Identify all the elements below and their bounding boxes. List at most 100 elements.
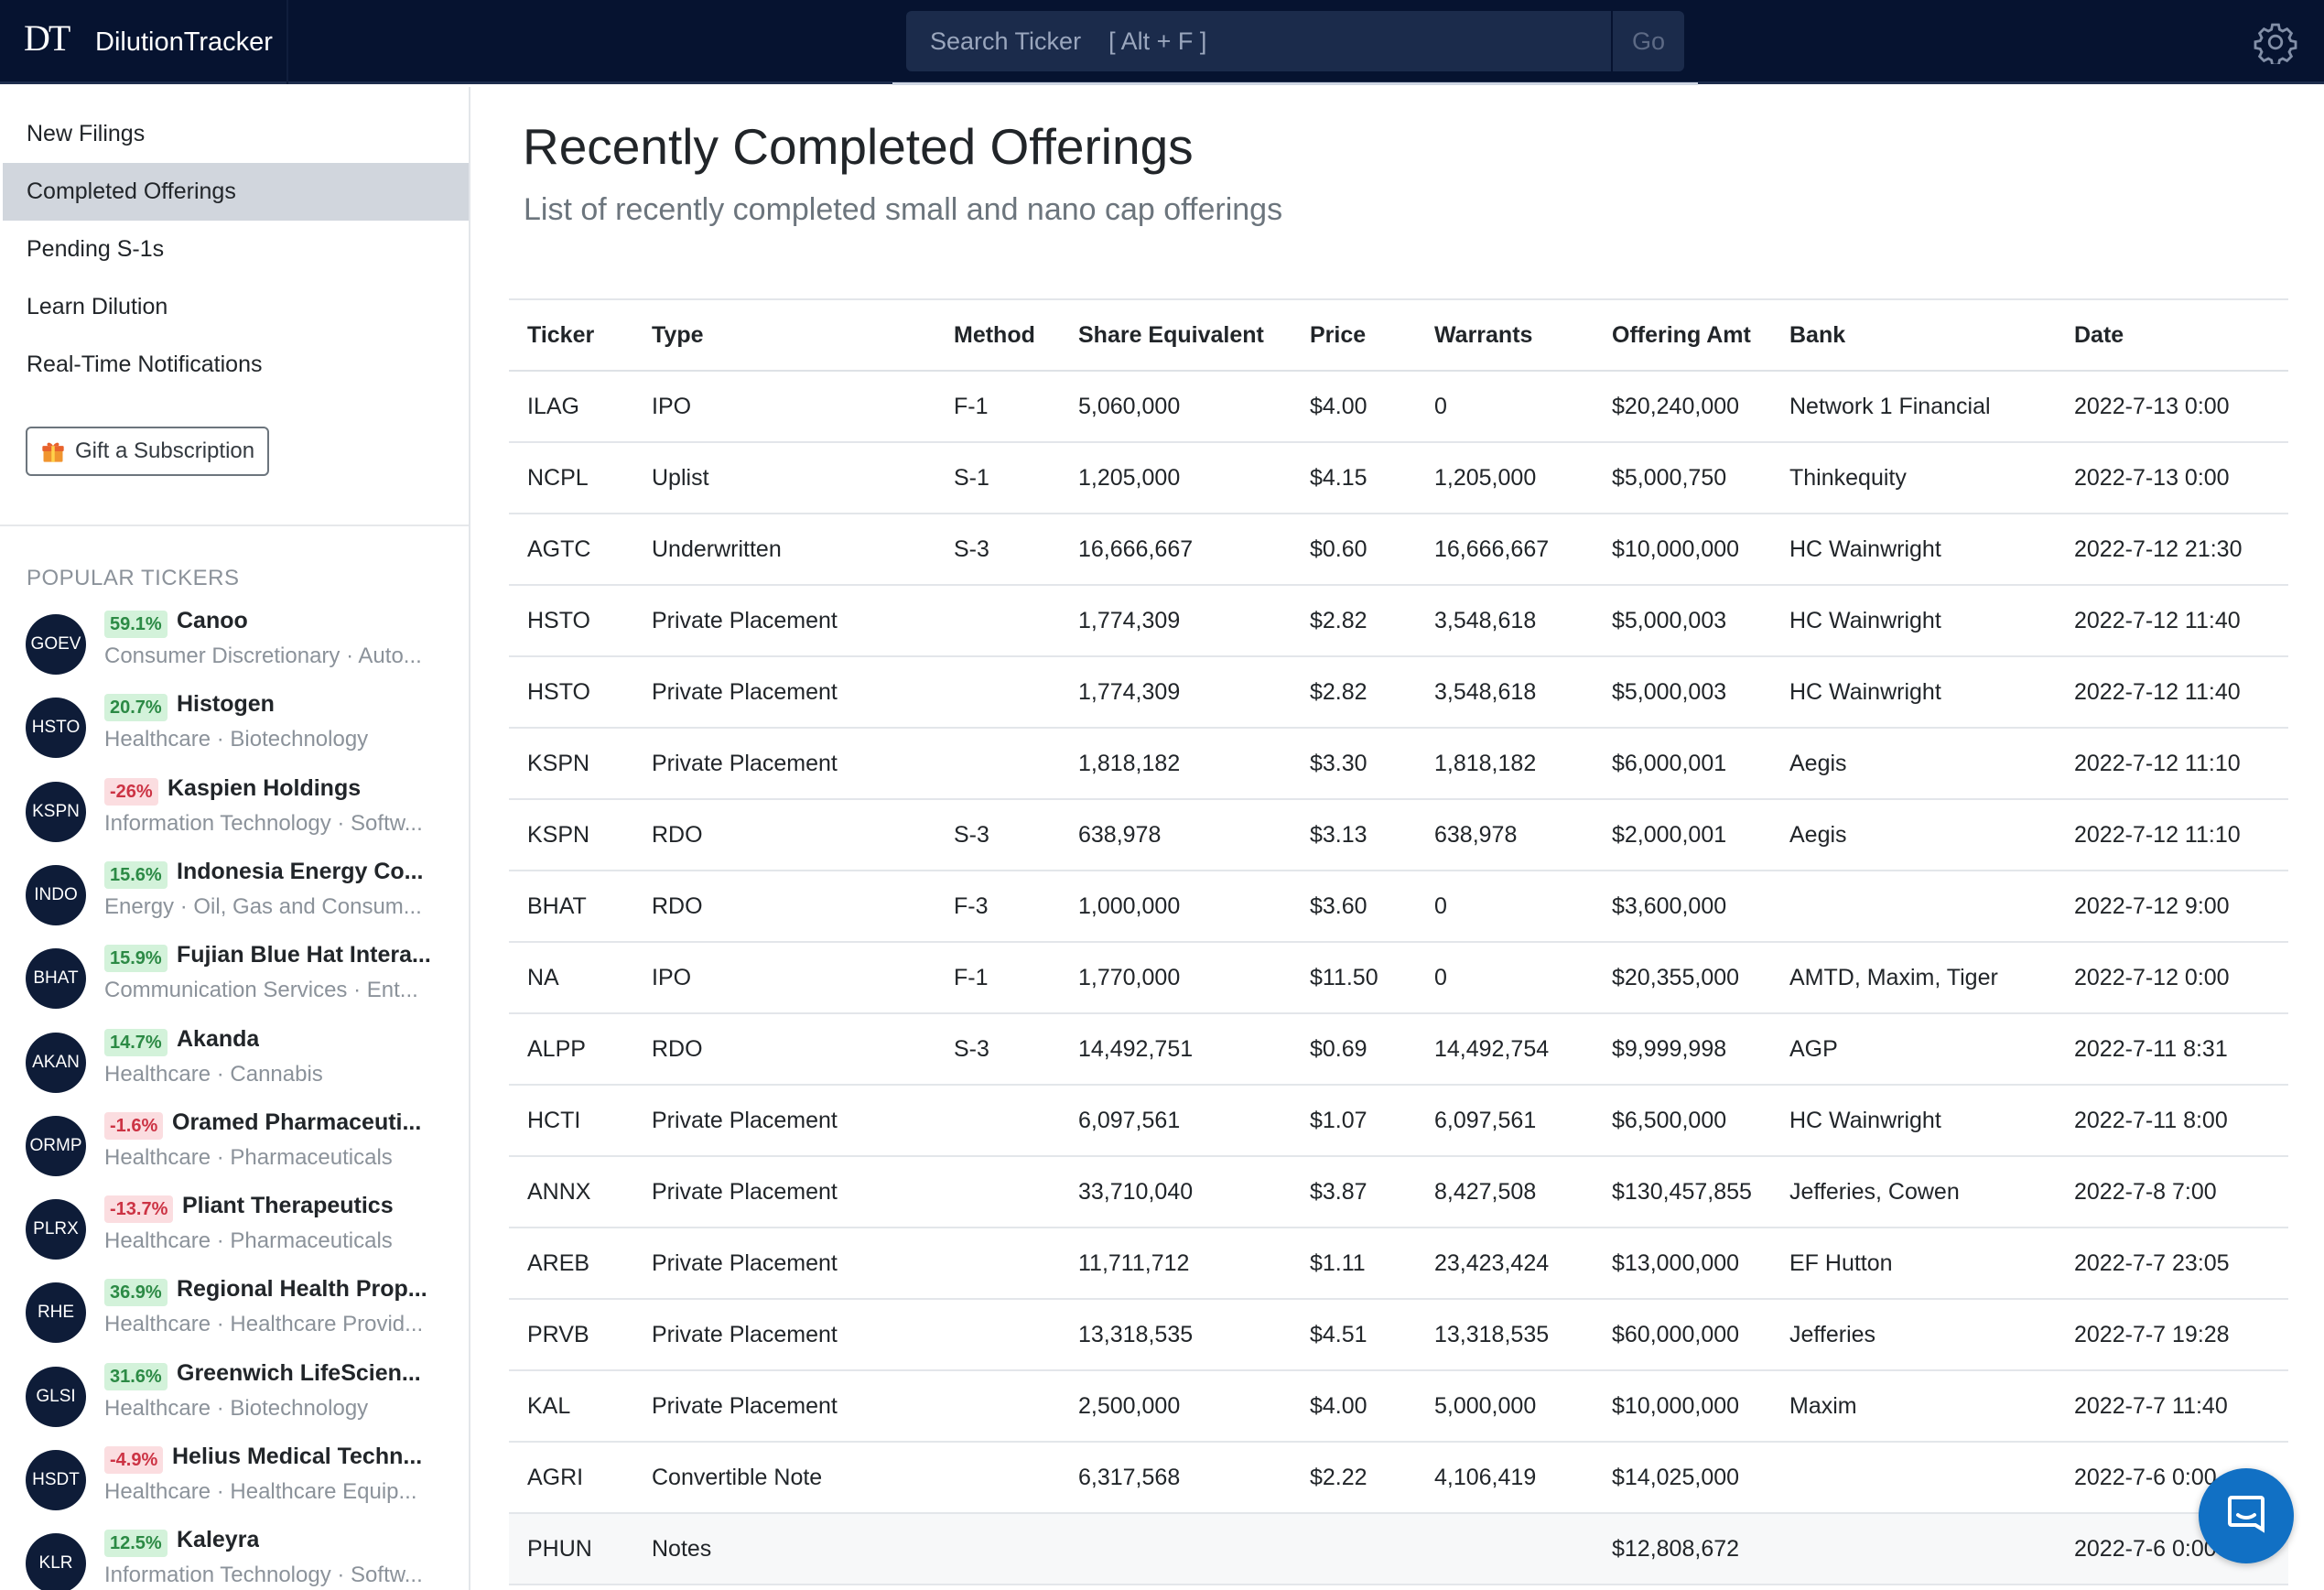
table-row[interactable]: NA IPO F-1 1,770,000 $11.50 0 $20,355,000 AMTD,… [509, 942, 2288, 1014]
cell-bank [1771, 1442, 2056, 1514]
column-header-method[interactable]: Method [935, 298, 1060, 372]
ticker-avatar: AKAN [26, 1032, 86, 1093]
column-header-date[interactable]: Date [2056, 298, 2288, 372]
cell-ticker[interactable]: PHUN [509, 1513, 633, 1585]
cell-offering-amt: $5,000,003 [1594, 656, 1771, 729]
column-header-warrants[interactable]: Warrants [1416, 298, 1594, 372]
popular-ticker-item[interactable]: GLSI 31.6% Greenwich LifeScien... Healthcar… [0, 1352, 469, 1436]
popular-ticker-item[interactable]: KLR 12.5% Kaleyra Information Technology · … [0, 1519, 469, 1590]
table-row[interactable]: HSTO Private Placement 1,774,309 $2.82 3,548… [509, 656, 2288, 729]
popular-ticker-item[interactable]: AKAN 14.7% Akanda Healthcare · Cannabis [0, 1018, 469, 1102]
top-navbar: DT DilutionTracker Search Ticker [ Alt +… [0, 0, 2324, 85]
cell-ticker[interactable]: NA [509, 942, 633, 1014]
table-row[interactable]: KAL Private Placement 2,500,000 $4.00 5,000,… [509, 1370, 2288, 1443]
popular-ticker-item[interactable]: KSPN -26% Kaspien Holdings Information Tech… [0, 767, 469, 851]
gift-subscription-button[interactable]: Gift a Subscription [26, 427, 269, 476]
table-row[interactable]: ALPP RDO S-3 14,492,751 $0.69 14,492,754 $9,99… [509, 1013, 2288, 1086]
cell-method [935, 1085, 1060, 1157]
cell-offering-amt: $6,500,000 [1594, 1085, 1771, 1157]
table-row[interactable]: AGRI Convertible Note 6,317,568 $2.22 4,106,… [509, 1442, 2288, 1514]
cell-bank [1771, 1513, 2056, 1585]
popular-ticker-item[interactable]: GOEV 59.1% Canoo Consumer Discretionary · A… [0, 600, 469, 684]
cell-ticker[interactable]: HSTO [509, 585, 633, 657]
cell-date: 2022-7-13 0:00 [2056, 442, 2288, 514]
cell-share-equivalent: 14,492,751 [1060, 1013, 1292, 1086]
cell-offering-amt: $14,025,000 [1594, 1442, 1771, 1514]
cell-ticker[interactable]: HSTO [509, 656, 633, 729]
popular-ticker-item[interactable]: HSTO 20.7% Histogen Healthcare · Biotechnol… [0, 683, 469, 767]
cell-offering-amt: $10,000,000 [1594, 1370, 1771, 1443]
cell-warrants: 3,548,618 [1416, 656, 1594, 729]
table-row[interactable]: PHUN Notes $12,808,672 2022-7-6 0:00 [509, 1513, 2288, 1585]
table-row[interactable]: KSPN Private Placement 1,818,182 $3.30 1,818… [509, 728, 2288, 800]
table-header-row: Ticker Type Method Share Equivalent Price War… [509, 298, 2288, 372]
table-row[interactable]: ILAG IPO F-1 5,060,000 $4.00 0 $20,240,000 Netw… [509, 371, 2288, 443]
table-row[interactable]: HCTI Private Placement 6,097,561 $1.07 6,097… [509, 1085, 2288, 1157]
cell-share-equivalent: 6,317,568 [1060, 1442, 1292, 1514]
cell-warrants: 4,106,419 [1416, 1442, 1594, 1514]
table-row[interactable]: KSPN RDO S-3 638,978 $3.13 638,978 $2,000,001 A… [509, 799, 2288, 871]
search-input[interactable]: Search Ticker [ Alt + F ] [906, 11, 1611, 71]
cell-warrants: 6,097,561 [1416, 1085, 1594, 1157]
cell-bank: HC Wainwright [1771, 585, 2056, 657]
popular-ticker-item[interactable]: RHE 36.9% Regional Health Prop... Healthcar… [0, 1268, 469, 1352]
column-header-offering-amt[interactable]: Offering Amt [1594, 298, 1771, 372]
column-header-share-equivalent[interactable]: Share Equivalent [1060, 298, 1292, 372]
cell-ticker[interactable]: AGRI [509, 1442, 633, 1514]
cell-warrants: 8,427,508 [1416, 1156, 1594, 1228]
cell-date: 2022-7-12 11:40 [2056, 585, 2288, 657]
cell-date: 2022-7-12 9:00 [2056, 871, 2288, 943]
cell-ticker[interactable]: BHAT [509, 871, 633, 943]
chat-icon [2228, 1496, 2265, 1533]
ticker-avatar: RHE [26, 1282, 86, 1344]
cell-ticker[interactable]: KAL [509, 1370, 633, 1443]
logo[interactable]: DT [24, 17, 70, 59]
cell-ticker[interactable]: NCPL [509, 442, 633, 514]
cell-ticker[interactable]: KSPN [509, 728, 633, 800]
cell-warrants: 14,492,754 [1416, 1013, 1594, 1086]
popular-ticker-item[interactable]: INDO 15.6% Indonesia Energy Co... Energy · … [0, 850, 469, 935]
popular-ticker-item[interactable]: PLRX -13.7% Pliant Therapeutics Healthcare … [0, 1184, 469, 1269]
cell-share-equivalent: 1,770,000 [1060, 942, 1292, 1014]
cell-offering-amt: $2,000,001 [1594, 799, 1771, 871]
gear-icon[interactable] [2254, 20, 2297, 64]
popular-ticker-item[interactable]: HSDT -4.9% Helius Medical Techn... Healthca… [0, 1435, 469, 1520]
cell-share-equivalent: 2,500,000 [1060, 1370, 1292, 1443]
sidebar-item-learn-dilution[interactable]: Learn Dilution [27, 294, 168, 319]
ticker-avatar: KSPN [26, 781, 86, 842]
cell-ticker[interactable]: AGTC [509, 514, 633, 586]
column-header-price[interactable]: Price [1292, 298, 1416, 372]
sidebar-item-pending-s-1s[interactable]: Pending S-1s [27, 236, 165, 262]
cell-ticker[interactable]: KSPN [509, 799, 633, 871]
table-row[interactable]: PRVB Private Placement 13,318,535 $4.51 13,3… [509, 1299, 2288, 1371]
table-row[interactable]: BHAT RDO F-3 1,000,000 $3.60 0 $3,600,000 2022-… [509, 871, 2288, 943]
column-header-bank[interactable]: Bank [1771, 298, 2056, 372]
go-button[interactable]: Go [1613, 11, 1684, 71]
cell-ticker[interactable]: ALPP [509, 1013, 633, 1086]
cell-ticker[interactable]: PRVB [509, 1299, 633, 1371]
table-row[interactable]: HSTO Private Placement 1,774,309 $2.82 3,548… [509, 585, 2288, 657]
sidebar-item-real-time-notifications[interactable]: Real-Time Notifications [27, 352, 263, 377]
cell-ticker[interactable]: AREB [509, 1228, 633, 1300]
column-header-type[interactable]: Type [633, 298, 935, 372]
column-header-ticker[interactable]: Ticker [509, 298, 633, 372]
cell-offering-amt: $5,000,750 [1594, 442, 1771, 514]
sidebar-item-completed-offerings[interactable]: Completed Offerings [3, 163, 469, 221]
cell-price: $3.13 [1292, 799, 1416, 871]
sidebar-item-new-filings[interactable]: New Filings [27, 121, 146, 146]
cell-ticker[interactable]: HCTI [509, 1085, 633, 1157]
cell-price: $1.07 [1292, 1085, 1416, 1157]
cell-offering-amt: $13,000,000 [1594, 1228, 1771, 1300]
popular-ticker-item[interactable]: ORMP -1.6% Oramed Pharmaceuti... Healthcare… [0, 1101, 469, 1185]
table-row[interactable]: AGTC Underwritten S-3 16,666,667 $0.60 16,666… [509, 514, 2288, 586]
cell-ticker[interactable]: ILAG [509, 371, 633, 443]
popular-ticker-item[interactable]: BHAT 15.9% Fujian Blue Hat Intera... Commun… [0, 934, 469, 1018]
table-row[interactable]: NCPL Uplist S-1 1,205,000 $4.15 1,205,000 $5,0… [509, 442, 2288, 514]
table-row[interactable]: ANNX Private Placement 33,710,040 $3.87 8,42… [509, 1156, 2288, 1228]
cell-ticker[interactable]: ANNX [509, 1156, 633, 1228]
table-row[interactable]: AREB Private Placement 11,711,712 $1.11 23,4… [509, 1228, 2288, 1300]
cell-date: 2022-7-11 8:00 [2056, 1085, 2288, 1157]
change-badge: 15.6% [104, 860, 168, 889]
brand-name[interactable]: DilutionTracker [95, 27, 273, 57]
chat-button[interactable] [2199, 1468, 2294, 1563]
